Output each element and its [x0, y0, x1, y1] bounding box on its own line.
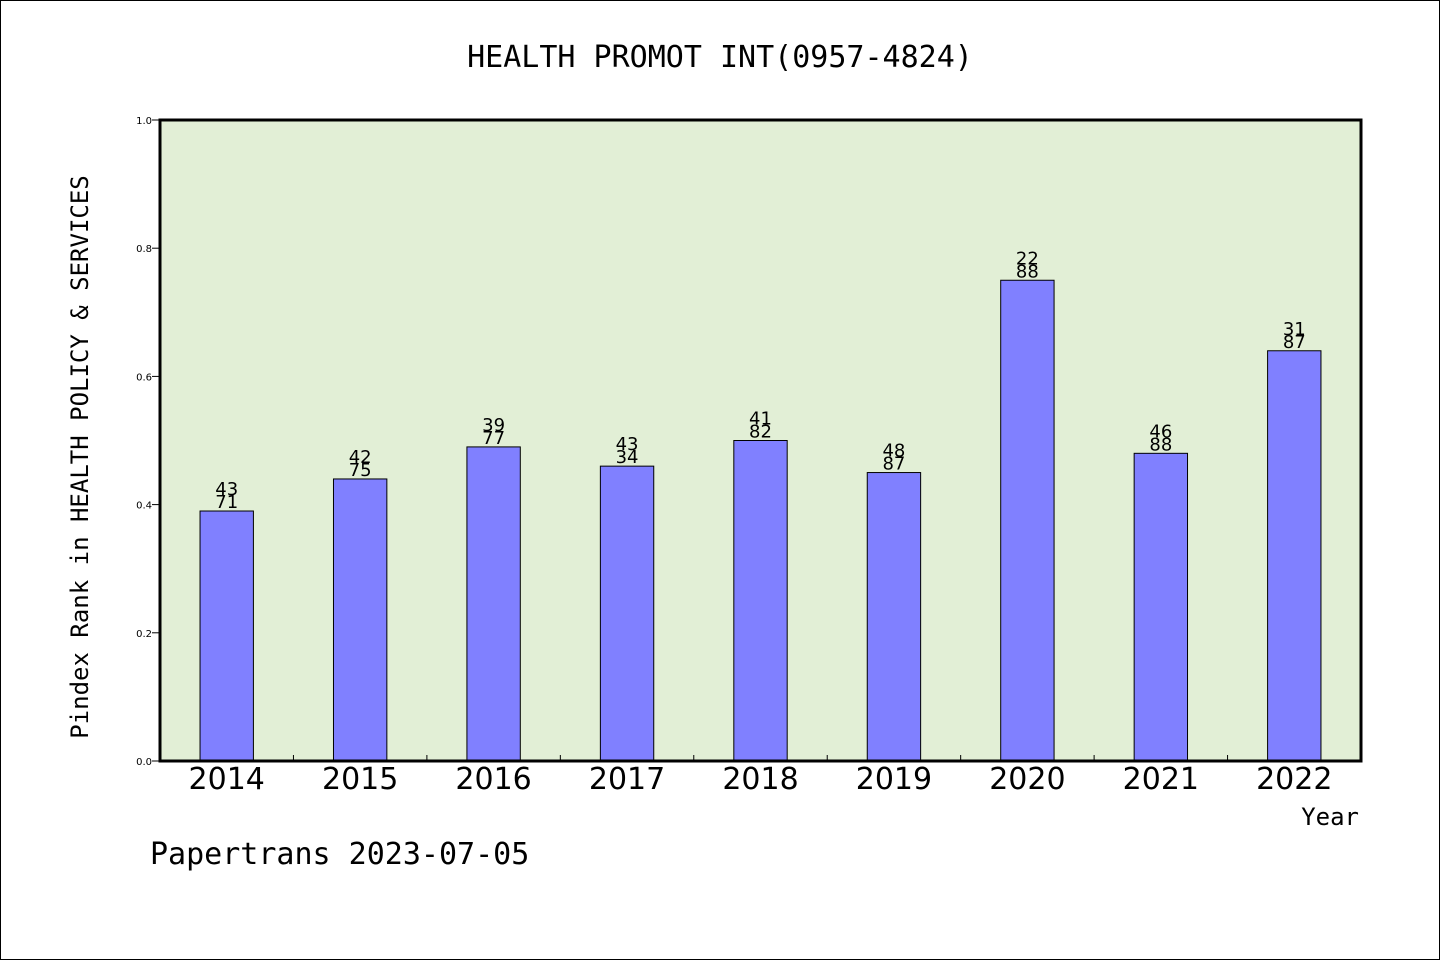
bar-2016: [466, 446, 521, 762]
bar-rank-label: 41: [749, 409, 772, 430]
bar-total-label: 87: [1283, 332, 1306, 353]
bar-2017: [599, 465, 655, 762]
bar-rank-label: 43: [616, 434, 639, 455]
bar-2018: [733, 440, 788, 762]
x-tick-label: 2016: [455, 762, 531, 797]
bar-rank-label: 46: [1149, 421, 1172, 442]
y-tick-label: 0.0: [136, 757, 152, 768]
x-tick-label: 2020: [989, 762, 1065, 797]
bar-2020: [1000, 279, 1055, 762]
x-tick-label: 2015: [322, 762, 398, 797]
bar-2014: [199, 510, 254, 762]
bar-total-label: 88: [1149, 434, 1172, 455]
y-tick-label: 1.0: [136, 116, 152, 127]
x-tick-label: 2017: [589, 762, 665, 797]
bar-total-label: 75: [349, 460, 372, 481]
bar-rank-label: 48: [882, 441, 905, 462]
bar-2019: [866, 472, 922, 762]
x-tick-label: 2014: [189, 762, 265, 797]
x-tick-label: 2022: [1256, 762, 1332, 797]
bar-total-label: 82: [749, 422, 772, 443]
y-axis: 0.0 0.2 0.4 0.6 0.8 1.0: [136, 116, 160, 768]
bar-rank-label: 43: [215, 479, 238, 500]
bar-total-label: 34: [616, 447, 639, 468]
x-axis: 2014 2015 2016 2017 2018 2019 2020 2021 2022: [189, 755, 1332, 797]
y-tick-label: 0.4: [136, 501, 152, 512]
bar-total-label: 71: [215, 492, 238, 513]
bar-2021: [1133, 452, 1189, 762]
bar-rank-label: 39: [482, 415, 505, 436]
bar-2022: [1267, 350, 1322, 762]
bar-series: [199, 279, 1322, 762]
bar-rank-label: 42: [349, 447, 372, 468]
x-tick-label: 2019: [856, 762, 932, 797]
plot-border: [158, 118, 1363, 763]
y-tick-label: 0.8: [136, 244, 152, 255]
x-tick-label: 2021: [1123, 762, 1199, 797]
y-tick-label: 0.6: [136, 372, 152, 383]
bar-rank-label: 22: [1016, 248, 1039, 269]
bar-total-label: 87: [882, 454, 905, 475]
y-tick-label: 0.2: [136, 629, 152, 640]
bar-2015: [332, 478, 388, 762]
y-axis-label: Pindex Rank in HEALTH POLICY & SERVICES: [66, 175, 94, 739]
bar-rank-label: 31: [1283, 319, 1306, 340]
bar-total-label: 77: [482, 428, 505, 449]
bar-total-label: 88: [1016, 261, 1039, 282]
x-axis-label: Year: [1301, 803, 1359, 831]
footer-credit: Papertrans 2023-07-05: [150, 837, 529, 872]
x-tick-label: 2018: [722, 762, 798, 797]
chart-title: HEALTH PROMOT INT(0957-4824): [467, 40, 973, 75]
